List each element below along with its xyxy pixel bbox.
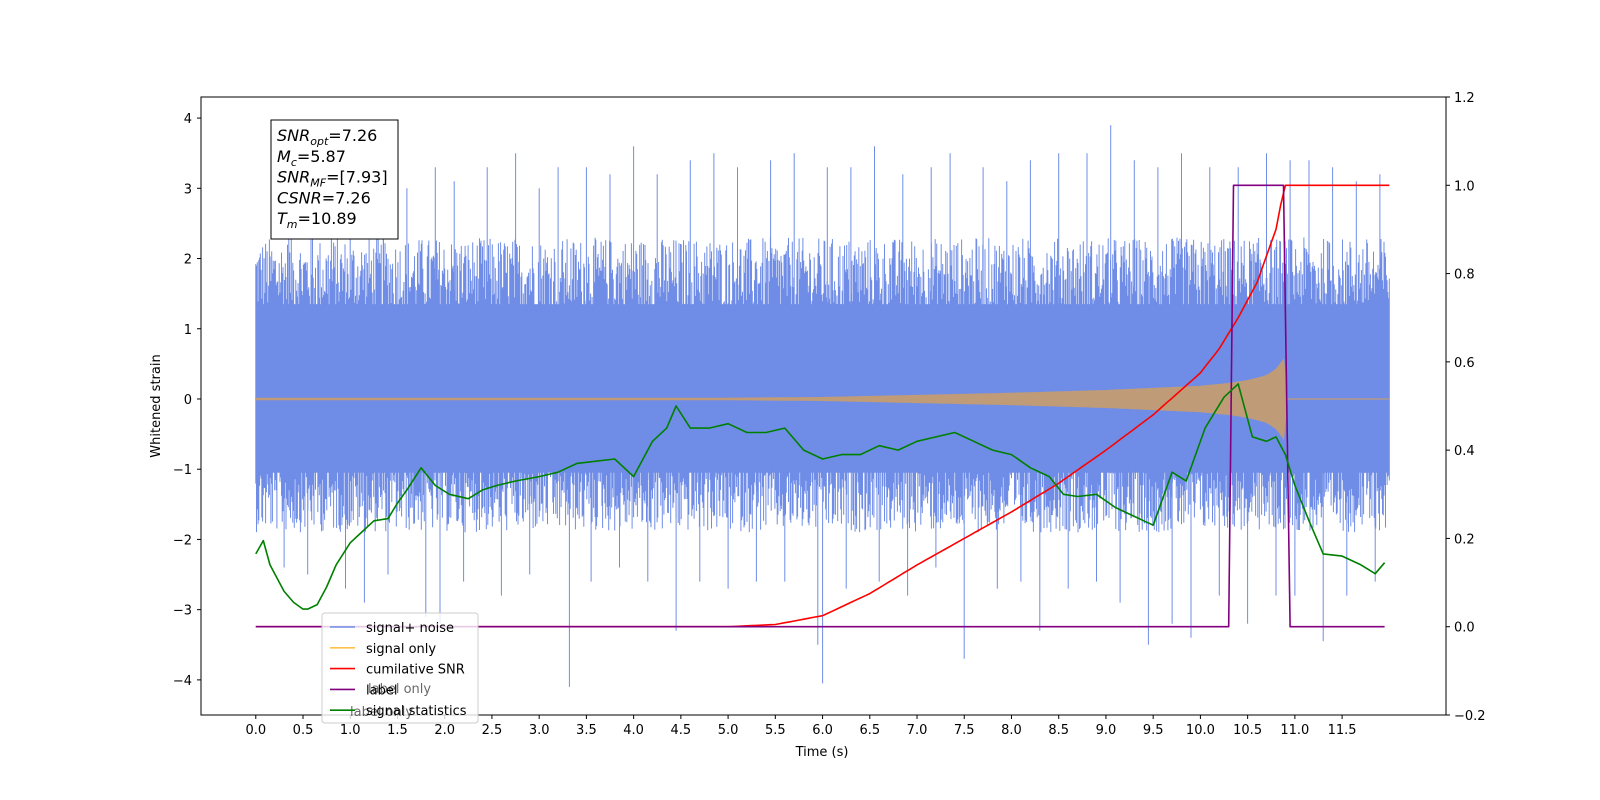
info-line: SNRopt=7.26: [277, 126, 377, 148]
info-subscript: c: [291, 156, 297, 169]
y-left-tick-label: −3: [173, 604, 192, 619]
x-tick-label: 11.5: [1328, 723, 1357, 738]
legend-label: signal only: [366, 642, 436, 657]
x-tick-label: 6.0: [812, 723, 833, 738]
y-left-tick-label: 3: [184, 182, 192, 197]
x-tick-label: 1.5: [387, 723, 408, 738]
x-tick-label: 3.0: [529, 723, 550, 738]
y-axis-left: 4 3 2 1 0 −1 −2 −3 −4: [173, 112, 201, 689]
x-tick-label: 0.0: [245, 723, 266, 738]
x-tick-label: 8.0: [1001, 723, 1022, 738]
info-subscript: opt: [310, 135, 329, 148]
y-axis-right: 1.2 1.0 0.8 0.6 0.4 0.2 0.0 −0.2: [1446, 91, 1486, 724]
plot-frame: [200, 96, 1447, 716]
info-symbol: M: [277, 147, 291, 166]
info-line: SNRMF=[7.93]: [277, 168, 388, 190]
y-right-tick-label: 1.0: [1454, 179, 1475, 194]
x-tick-label: 2.5: [482, 723, 503, 738]
x-tick-label: 7.5: [954, 723, 975, 738]
info-symbol: T: [277, 209, 288, 228]
legend-label: cumilative SNR: [366, 663, 465, 678]
y-left-tick-label: 1: [184, 323, 192, 338]
x-tick-label: 4.5: [671, 723, 692, 738]
y-left-tick-label: 4: [184, 112, 192, 127]
x-tick-label: 4.0: [623, 723, 644, 738]
y-right-tick-label: −0.2: [1454, 709, 1486, 724]
x-tick-label: 9.0: [1096, 723, 1117, 738]
x-axis-label: Time (s): [795, 745, 849, 760]
x-tick-label: 0.5: [293, 723, 314, 738]
info-box: SNRopt=7.26Mc=5.87SNRMF=[7.93]CSNR=7.26T…: [270, 119, 399, 240]
signal-envelope: [255, 358, 1390, 440]
x-tick-label: 2.0: [434, 723, 455, 738]
info-symbol: CSNR: [277, 188, 322, 207]
legend-label: label: [366, 683, 397, 698]
info-line: Tm=10.89: [277, 209, 357, 231]
y-left-tick-label: −1: [173, 463, 192, 478]
legend-label: signal statistics: [366, 704, 467, 719]
y-left-tick-label: −4: [173, 674, 192, 689]
info-value: =10.89: [298, 209, 357, 228]
y-right-tick-label: 0.6: [1454, 356, 1475, 371]
info-value: =[7.93]: [326, 168, 388, 187]
y-left-tick-label: 0: [184, 393, 192, 408]
x-tick-label: 11.0: [1280, 723, 1309, 738]
legend-hidden-text: label only: [368, 682, 431, 697]
series-signal-only: [255, 358, 1390, 440]
series-layer: [255, 125, 1390, 687]
info-value: =5.87: [297, 147, 346, 166]
x-tick-label: 1.0: [340, 723, 361, 738]
info-symbol: SNR: [277, 168, 310, 187]
info-symbol: SNR: [277, 126, 310, 145]
legend-hidden-text: label only: [350, 705, 413, 720]
y-left-tick-label: −2: [173, 533, 192, 548]
x-tick-label: 5.0: [718, 723, 739, 738]
legend-label: signal+ noise: [366, 621, 454, 636]
y-axis-label-left: Whitened strain: [149, 354, 164, 457]
y-right-tick-label: 0.2: [1454, 532, 1475, 547]
x-tick-label: 9.5: [1143, 723, 1164, 738]
x-tick-label: 10.0: [1186, 723, 1215, 738]
info-subscript: MF: [310, 177, 326, 190]
y-right-tick-label: 0.4: [1454, 444, 1475, 459]
y-right-tick-label: 0.8: [1454, 268, 1475, 283]
y-right-tick-label: 0.0: [1454, 621, 1475, 636]
y-left-tick-label: 2: [184, 253, 192, 268]
info-value: =7.26: [322, 188, 371, 207]
y-right-tick-label: 1.2: [1454, 91, 1475, 106]
series-label: [255, 184, 1385, 628]
info-line: Mc=5.87: [277, 147, 346, 169]
x-tick-label: 7.0: [907, 723, 928, 738]
x-tick-label: 8.5: [1048, 723, 1069, 738]
info-value: =7.26: [328, 126, 377, 145]
legend: label only label only signal+ noise signal …: [321, 612, 479, 724]
x-tick-label: 3.5: [576, 723, 597, 738]
x-tick-label: 5.5: [765, 723, 786, 738]
series-signal-statistics: [255, 383, 1386, 610]
x-tick-label: 6.5: [859, 723, 880, 738]
info-subscript: m: [287, 218, 298, 231]
x-tick-label: 10.5: [1233, 723, 1262, 738]
x-axis: 0.0 0.5 1.0 1.5 2.0 2.5 3.0 3.5 4.0 4.5 5.0 5.5 6.0 6…: [245, 715, 1357, 738]
info-line: CSNR=7.26: [277, 188, 371, 207]
